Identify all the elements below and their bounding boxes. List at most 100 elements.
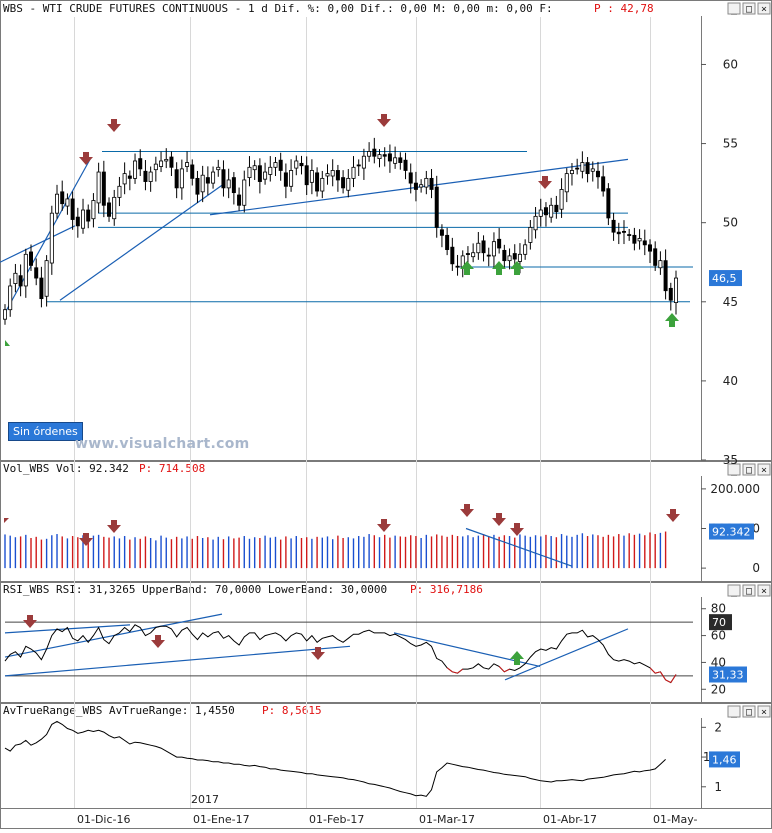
candle-down xyxy=(107,202,112,217)
main-header-p: P : 42,78 xyxy=(594,2,654,15)
last-price-badge xyxy=(709,270,742,287)
candle-down xyxy=(60,191,65,205)
arrow-down-marker xyxy=(151,635,165,648)
candle-down xyxy=(616,231,621,235)
candle-down xyxy=(75,216,80,227)
window-button-min-label: _ xyxy=(731,4,738,15)
candle-down xyxy=(356,164,361,167)
volume-trendline xyxy=(465,527,573,567)
candle-down xyxy=(372,148,377,157)
orders-button[interactable]: Sin órdenes xyxy=(8,422,83,441)
rsi-oversold-segment xyxy=(452,671,458,674)
window-button-min-label: _ xyxy=(731,465,738,476)
candle-down xyxy=(575,167,580,170)
candle-up xyxy=(252,165,257,171)
candle-up xyxy=(153,163,158,171)
candle-down xyxy=(304,165,309,186)
arrow-down-marker xyxy=(666,509,680,522)
arrow-down-marker xyxy=(510,523,524,536)
window-button-max xyxy=(742,705,756,718)
candle-up xyxy=(569,170,574,175)
candle-down xyxy=(439,229,444,236)
y-tick-label: 40 xyxy=(723,374,738,388)
candle-up xyxy=(96,171,101,204)
window-button-max xyxy=(742,2,756,15)
candle-up xyxy=(523,244,528,255)
volume-annotations xyxy=(4,504,680,567)
candle-down xyxy=(387,153,392,162)
atr-panel xyxy=(4,720,666,797)
candle-down xyxy=(18,275,23,287)
rsi-oversold-segment xyxy=(504,668,510,673)
candle-down xyxy=(486,254,491,257)
candle-up xyxy=(491,241,496,257)
panel-window-buttons: _ □ × _ □ × _ □ × _ □ × xyxy=(727,2,771,718)
date-tick-label: 01-Ene-17 xyxy=(193,813,250,826)
candle-down xyxy=(627,234,632,236)
last-rsi-badge-label: 31,33 xyxy=(712,669,744,682)
window-button-min xyxy=(727,705,741,718)
candle-down xyxy=(455,265,460,268)
rsi-oversold-segment xyxy=(655,671,661,674)
y-tick-label: 60 xyxy=(711,629,726,643)
candle-down xyxy=(86,209,91,222)
date-axis: 01-Dic-16 01-Ene-17 01-Feb-17 01-Mar-17 01-A… xyxy=(77,813,698,826)
candle-up xyxy=(294,160,299,169)
watermark-text: www.visualchart.com xyxy=(75,436,250,452)
window-button-close-label: × xyxy=(761,586,767,597)
candle-down xyxy=(70,198,75,220)
rsi-trendline xyxy=(4,624,131,634)
upper-band-badge-label: 70 xyxy=(712,616,726,629)
candle-down xyxy=(497,238,502,249)
date-tick-label: 01-Abr-17 xyxy=(543,813,597,826)
candle-down xyxy=(465,253,470,255)
rsi-header-title: RSI_WBS RSI: 31,3265 UpperBand: 70,0000 … xyxy=(3,583,387,596)
candle-up xyxy=(471,252,476,258)
atr-header-p: P: 8,5615 xyxy=(262,704,322,717)
candle-up xyxy=(200,174,205,193)
candle-down xyxy=(647,244,652,252)
candle-up xyxy=(273,162,278,168)
candle-up xyxy=(517,253,522,262)
last-atr-badge-label: 1,46 xyxy=(712,753,737,766)
candle-up xyxy=(309,170,314,183)
price-y-axis: 35 40 45 50 55 60 46,5 xyxy=(701,57,742,467)
arrow-down-marker xyxy=(107,520,121,533)
window-button-max-label: □ xyxy=(746,4,752,15)
y-tick-label: 0 xyxy=(752,561,760,575)
atr-y-axis: 11,521,46 xyxy=(701,720,740,794)
candle-up xyxy=(242,179,247,206)
candle-up xyxy=(351,166,356,179)
candle-up xyxy=(8,285,13,311)
window-button-min xyxy=(727,463,741,476)
year-label: 2017 xyxy=(191,793,219,806)
date-tick-label: 01-Feb-17 xyxy=(309,813,364,826)
arrow-down-marker xyxy=(79,152,93,165)
arrow-down-marker xyxy=(311,647,325,660)
rsi-oversold-segment xyxy=(659,671,667,681)
window-button-max-label: □ xyxy=(746,586,752,597)
candle-down xyxy=(481,240,486,254)
candle-up xyxy=(289,170,294,187)
date-tick-label: 01-Mar-17 xyxy=(419,813,475,826)
y-tick-label: 35 xyxy=(723,453,738,467)
y-tick-label: 2 xyxy=(714,720,722,734)
vol-header-title: Vol_WBS Vol: 92.342 xyxy=(3,462,129,475)
date-tick-label: 01-Dic-16 xyxy=(77,813,131,826)
y-tick-label: 60 xyxy=(723,57,738,71)
arrow-down-marker xyxy=(107,119,121,132)
rsi-oversold-segment xyxy=(649,667,656,674)
candle-down xyxy=(585,162,590,175)
window-button-close xyxy=(757,705,771,718)
window-button-close xyxy=(757,463,771,476)
candle-up xyxy=(564,173,569,193)
candle-up xyxy=(580,162,585,172)
candle-up xyxy=(393,157,398,164)
rsi-oversold-segment xyxy=(665,679,672,683)
rsi-trendline xyxy=(4,613,223,658)
candle-down xyxy=(434,186,439,228)
candle-up xyxy=(559,189,564,210)
